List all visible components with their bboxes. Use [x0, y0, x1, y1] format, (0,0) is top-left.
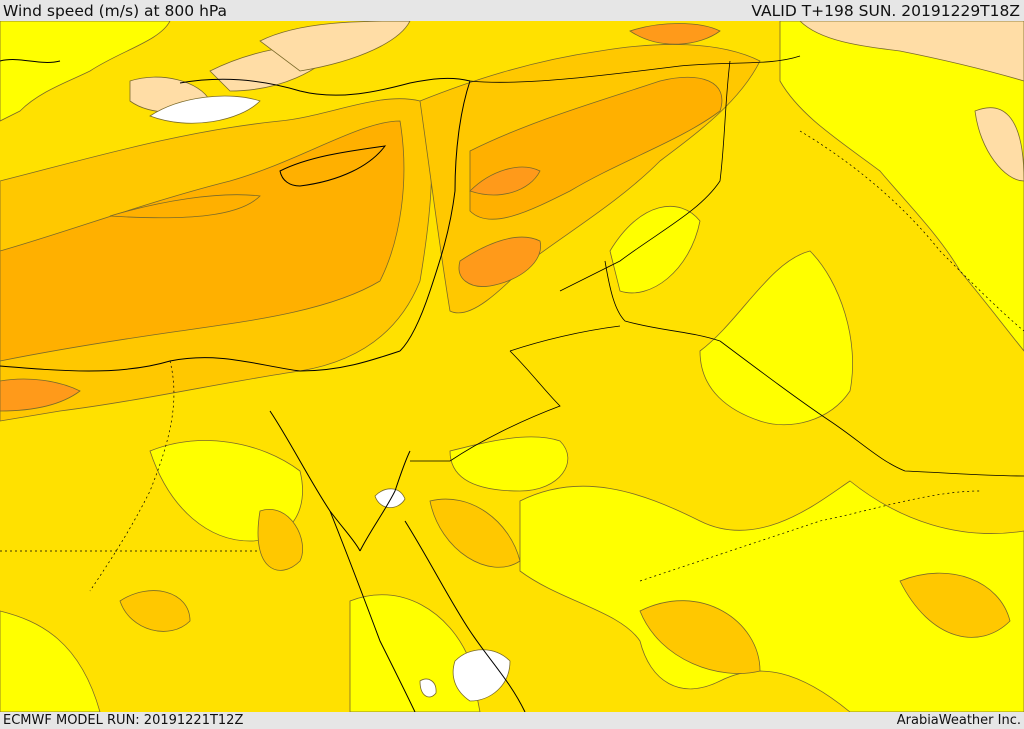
low-area-ne [779, 21, 1024, 352]
dotted-border-saudi-east [639, 490, 981, 582]
high-speed-areas [0, 76, 723, 362]
low-area-aqaba [449, 436, 569, 492]
header-bar: Wind speed (m/s) at 800 hPa VALID T+198 … [0, 0, 1024, 21]
wind-speed-map[interactable] [0, 21, 1024, 712]
max-speed-areas [0, 23, 721, 412]
low-area-nw [0, 21, 171, 122]
pale-area-ne [799, 21, 1024, 82]
coast-egypt [0, 350, 401, 372]
white-area-south [452, 649, 511, 702]
low-area-center [609, 206, 701, 294]
border-syria-iraq [559, 60, 731, 292]
borders [410, 55, 1024, 477]
credit: ArabiaWeather Inc. [896, 713, 1021, 728]
moderate-area-jordan [429, 498, 521, 568]
dotted-borders [0, 130, 1024, 592]
coast-sinai-west [269, 410, 361, 552]
low-area-sw [0, 610, 101, 712]
model-run: ECMWF MODEL RUN: 20191221T12Z [3, 713, 244, 728]
coast-sinai-east [359, 450, 411, 552]
coast-levant [399, 80, 471, 352]
coast-red-sea-west [329, 510, 416, 712]
footer-bar: ECMWF MODEL RUN: 20191221T12Z ArabiaWeat… [0, 712, 1024, 729]
border-jordan-iraq [604, 260, 721, 342]
coastlines [0, 59, 526, 712]
high-band-levant [469, 76, 723, 220]
pale-area-turkey [259, 21, 411, 72]
pale-areas [129, 21, 1024, 702]
white-area-small [419, 678, 437, 698]
border-turkey-syria [469, 55, 801, 83]
high-area-cyprus-west [109, 194, 261, 219]
white-area-north [149, 95, 261, 124]
border-iraq-saudi [719, 340, 1024, 477]
high-band-med [0, 120, 405, 362]
map-title: Wind speed (m/s) at 800 hPa [3, 2, 228, 20]
low-area-east [699, 250, 853, 426]
border-jordan-saudi [410, 325, 621, 462]
moderate-area-sinai [257, 509, 303, 571]
moderate-area-egypt [119, 590, 191, 632]
valid-time: VALID T+198 SUN. 20191229T18Z [751, 2, 1020, 20]
max-area-west [0, 378, 81, 412]
max-area-north [629, 23, 721, 45]
moderate-area-east [899, 572, 1011, 638]
moderate-area-se [639, 600, 761, 674]
dotted-border-sinai [89, 360, 175, 592]
max-area-syria [458, 236, 542, 287]
white-area-gulf-aqaba [374, 488, 406, 509]
low-speed-areas [0, 21, 1024, 712]
coast-cyprus [279, 145, 387, 187]
coast-turkey-south [179, 77, 471, 96]
max-area-lebanon [469, 166, 541, 196]
coast-red-sea-east [404, 520, 526, 712]
coast-islands-north [0, 59, 61, 63]
